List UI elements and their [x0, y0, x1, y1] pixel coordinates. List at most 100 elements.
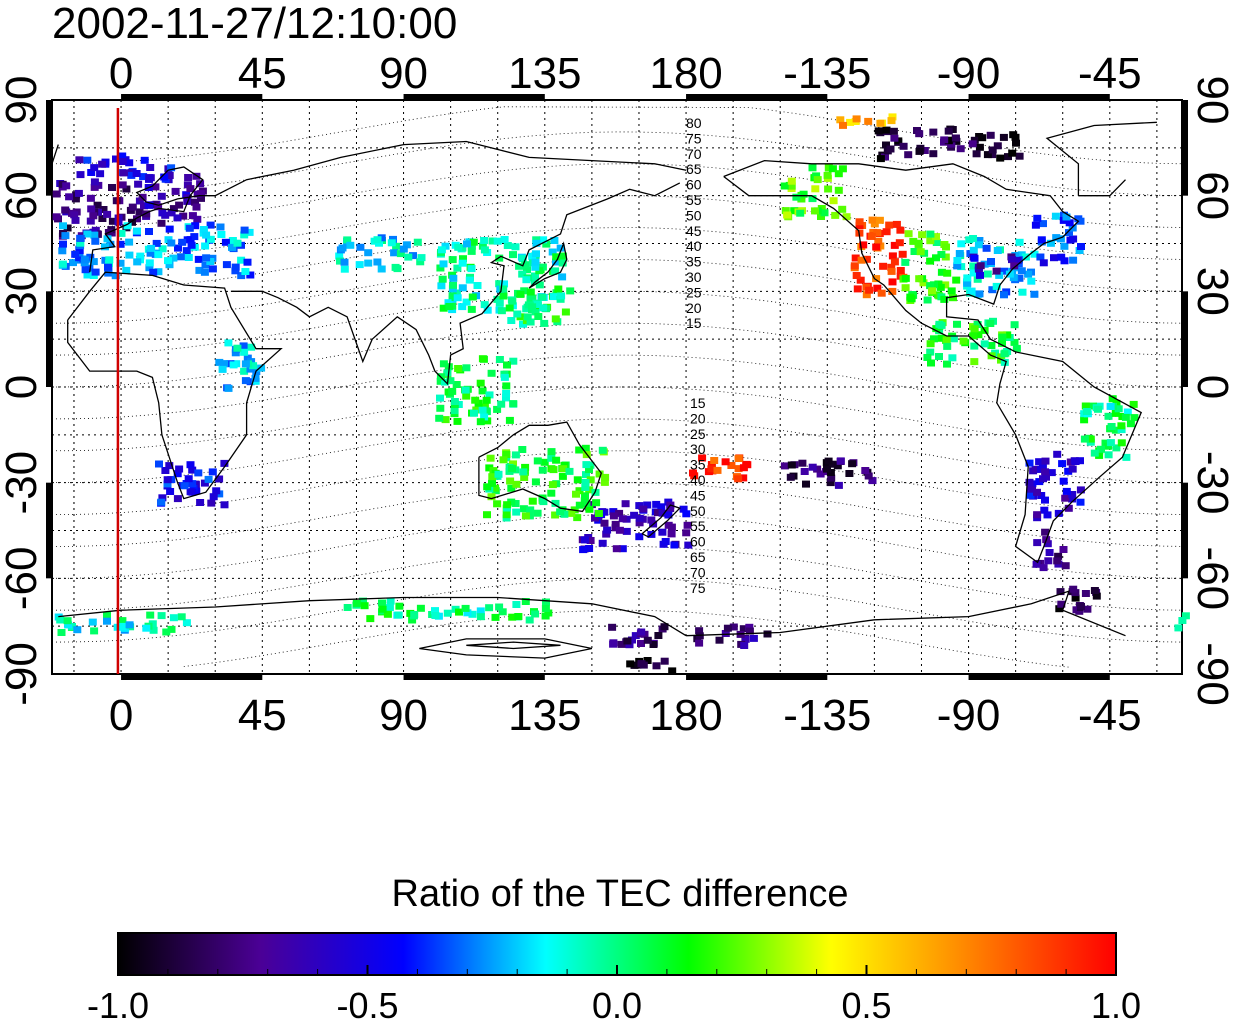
tec-cell — [609, 512, 618, 520]
tec-cell — [125, 159, 134, 167]
tec-cell — [874, 237, 883, 245]
tec-cell — [453, 417, 462, 425]
tec-cell — [133, 215, 141, 223]
tec-cell — [560, 510, 569, 518]
tec-cell — [561, 308, 570, 316]
contour-label: 15 — [686, 315, 702, 331]
tec-cell — [174, 244, 182, 252]
tec-cell — [538, 466, 547, 474]
tec-cell — [813, 176, 822, 184]
tec-cell — [811, 185, 820, 193]
tec-cell — [892, 220, 901, 228]
tec-cell — [932, 233, 940, 241]
tec-cell — [533, 457, 542, 465]
tec-cell — [976, 271, 984, 279]
tec-cell — [953, 262, 962, 270]
tec-cell — [74, 189, 83, 197]
tec-cell — [1086, 435, 1095, 443]
tec-cell — [240, 348, 249, 356]
contour-label: 75 — [690, 580, 706, 596]
tec-cell — [108, 217, 117, 225]
coastline — [723, 159, 1143, 564]
tec-cell — [518, 255, 527, 262]
tec-cell — [552, 456, 561, 464]
tec-cell — [83, 156, 92, 164]
tec-cell — [463, 609, 472, 617]
tec-cell — [52, 190, 61, 198]
tec-cell — [941, 281, 950, 289]
tec-cell — [493, 405, 502, 413]
tec-cell — [914, 239, 923, 247]
tec-cell — [173, 470, 182, 478]
tec-cell — [523, 313, 532, 321]
tec-cell — [459, 255, 467, 263]
tec-cell — [1123, 408, 1132, 416]
tec-cell — [448, 387, 457, 395]
tec-cell — [443, 369, 452, 377]
tec-cell — [224, 384, 233, 392]
tec-cell — [556, 244, 565, 252]
tec-cell — [643, 501, 652, 509]
tec-cell — [643, 636, 652, 644]
tec-cell — [901, 258, 910, 266]
tec-cell — [247, 343, 256, 351]
tec-cell — [1055, 605, 1064, 613]
tec-cell — [476, 613, 485, 621]
tec-cell — [98, 160, 107, 168]
tec-cell — [444, 299, 453, 307]
tec-cell — [873, 284, 882, 292]
tec-cell — [828, 165, 837, 173]
tec-cell — [206, 258, 215, 265]
contour-label: 25 — [690, 426, 706, 442]
tec-cell — [439, 304, 448, 312]
tec-cell — [967, 287, 976, 295]
contour-label: 75 — [686, 130, 702, 146]
tec-cell — [237, 256, 246, 264]
tec-cell — [969, 269, 978, 277]
tec-cell — [1017, 267, 1026, 275]
colorbar-title: Ratio of the TEC difference — [391, 873, 849, 915]
tec-cell — [364, 259, 373, 267]
tec-cell — [450, 407, 459, 415]
lat-label-right: 60 — [1188, 171, 1237, 220]
tec-cell — [454, 243, 463, 251]
frame-bar-top — [686, 94, 828, 100]
tec-cell — [502, 389, 511, 397]
tec-cell — [531, 263, 540, 271]
tec-cell — [200, 479, 209, 487]
tec-cell — [186, 461, 195, 469]
frame-bar-bottom — [121, 674, 263, 680]
tec-cell — [57, 629, 66, 636]
tec-cell — [431, 607, 439, 615]
tec-cell — [1039, 220, 1047, 228]
tec-cell — [579, 546, 588, 554]
tec-cell — [343, 236, 352, 244]
tec-cell — [1076, 498, 1085, 506]
tec-cell — [586, 476, 595, 484]
tec-cell — [476, 607, 485, 615]
tec-cell — [1057, 600, 1066, 608]
tec-cell — [437, 246, 446, 254]
tec-cell — [458, 303, 467, 311]
tec-cell — [603, 526, 612, 534]
tec-cell — [186, 185, 195, 193]
tec-cell — [1040, 506, 1049, 514]
tec-cell — [491, 484, 500, 492]
tec-cell — [1027, 277, 1036, 285]
tec-cell — [565, 467, 574, 475]
tec-cell — [507, 484, 516, 492]
tec-cell — [534, 313, 543, 320]
tec-cell — [436, 264, 445, 272]
tec-cell — [506, 477, 515, 485]
tec-cell — [515, 262, 524, 270]
tec-cell — [612, 545, 621, 553]
tec-cell — [633, 661, 642, 669]
tec-cell — [1044, 557, 1053, 565]
tec-cell — [1092, 592, 1101, 600]
tec-cell — [503, 501, 512, 509]
tec-cell — [483, 511, 491, 519]
tec-cell — [356, 243, 365, 251]
tec-cell — [973, 321, 982, 328]
tec-cell — [547, 448, 556, 456]
tec-cell — [125, 238, 134, 246]
